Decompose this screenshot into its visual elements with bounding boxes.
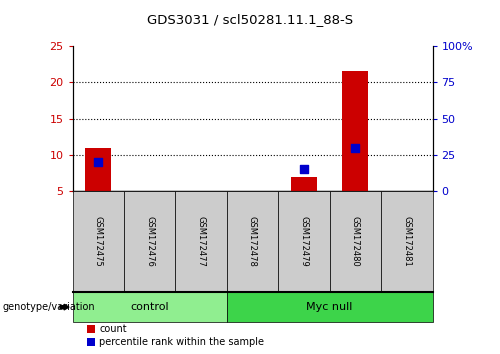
Text: GSM172478: GSM172478 — [248, 216, 257, 267]
Text: Myc null: Myc null — [306, 302, 353, 312]
Text: GSM172475: GSM172475 — [94, 216, 102, 267]
Bar — [291, 177, 317, 191]
Text: genotype/variation: genotype/variation — [2, 302, 95, 312]
Text: control: control — [130, 302, 169, 312]
Point — [300, 166, 308, 172]
Bar — [342, 72, 368, 191]
Text: GDS3031 / scl50281.11.1_88-S: GDS3031 / scl50281.11.1_88-S — [147, 13, 353, 26]
Legend: count, percentile rank within the sample: count, percentile rank within the sample — [88, 325, 264, 347]
Text: GSM172481: GSM172481 — [402, 216, 411, 267]
Bar — [86, 148, 111, 191]
Point — [352, 145, 360, 150]
Text: GSM172476: GSM172476 — [145, 216, 154, 267]
Point — [94, 159, 102, 165]
Text: GSM172480: GSM172480 — [351, 216, 360, 267]
Text: GSM172477: GSM172477 — [196, 216, 205, 267]
Text: GSM172479: GSM172479 — [300, 216, 308, 267]
